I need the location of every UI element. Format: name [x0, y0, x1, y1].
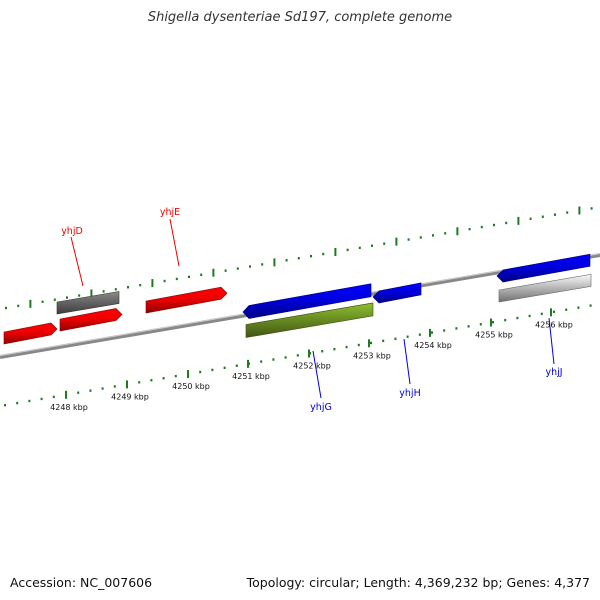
gene-arrow — [145, 286, 228, 314]
gene-leader-line — [169, 218, 180, 267]
gene-label: yhjH — [399, 388, 420, 399]
kbp-label: 4251 kbp — [232, 372, 270, 381]
kbp-label: 4256 kbp — [535, 320, 573, 329]
gene-leader-line — [548, 317, 555, 365]
kbp-label: 4253 kbp — [353, 351, 391, 360]
genome-summary: Topology: circular; Length: 4,369,232 bp… — [246, 575, 590, 590]
gene-arrow — [372, 282, 422, 304]
kbp-label: 4255 kbp — [475, 331, 513, 340]
kbp-label: 4252 kbp — [293, 361, 331, 370]
gene-label: yhjG — [310, 402, 332, 413]
gene-leader-line — [312, 350, 322, 399]
gene-arrow — [242, 283, 372, 319]
map-title: Shigella dysenteriae Sd197, complete gen… — [147, 10, 453, 25]
gene-leader-line — [70, 236, 84, 287]
gene-arrow — [496, 253, 591, 283]
kbp-label: 4250 kbp — [172, 382, 210, 391]
gene-arrow — [498, 274, 592, 303]
gene-label: yhjJ — [545, 367, 562, 378]
gene-arrow — [3, 322, 58, 345]
gene-arrow — [59, 308, 123, 332]
accession-label: Accession: NC_007606 — [10, 575, 153, 590]
gene-arrow — [56, 291, 120, 315]
gene-leader-line — [403, 338, 411, 385]
gene-label: yhjD — [61, 226, 83, 237]
kbp-label: 4249 kbp — [111, 392, 149, 401]
gene-label: yhjE — [160, 207, 180, 218]
kbp-label: 4254 kbp — [414, 341, 452, 350]
gene-arrow — [245, 302, 374, 338]
kbp-label: 4248 kbp — [50, 403, 88, 412]
